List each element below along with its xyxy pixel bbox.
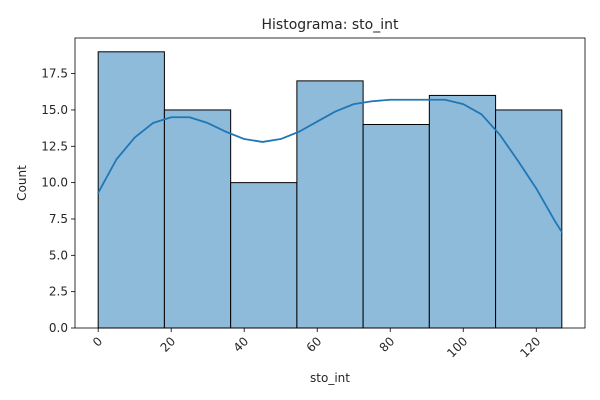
histogram-bar bbox=[296, 80, 364, 329]
kde-group bbox=[97, 98, 563, 233]
x-tick-label: 60 bbox=[304, 334, 325, 355]
histogram-bar bbox=[97, 51, 165, 329]
x-tick-label: 100 bbox=[444, 334, 470, 360]
x-tick-label: 40 bbox=[231, 334, 252, 355]
y-tick-label: 0.0 bbox=[49, 321, 68, 335]
x-tick-label: 0 bbox=[90, 334, 105, 349]
y-tick-label: 17.5 bbox=[41, 67, 68, 81]
x-axis-label: sto_int bbox=[310, 371, 350, 385]
histogram-bar bbox=[362, 123, 430, 329]
y-axis-ticks: 0.0 2.5 5.0 7.5 10.0 12.5 15.0 17.5 bbox=[41, 67, 75, 335]
histogram-bar bbox=[428, 94, 497, 329]
histogram-bar bbox=[230, 182, 298, 329]
histogram-bar bbox=[495, 109, 563, 329]
bars-group bbox=[97, 51, 563, 329]
x-tick-label: 120 bbox=[517, 334, 543, 360]
y-axis-label: Count bbox=[15, 165, 29, 201]
kde-line bbox=[97, 98, 563, 233]
y-tick-label: 5.0 bbox=[49, 248, 68, 262]
y-tick-label: 15.0 bbox=[41, 103, 68, 117]
y-tick-label: 7.5 bbox=[49, 212, 68, 226]
y-tick-label: 2.5 bbox=[49, 285, 68, 299]
histogram-bar bbox=[163, 109, 232, 329]
chart-title: Histograma: sto_int bbox=[262, 17, 399, 33]
y-tick-label: 10.0 bbox=[41, 176, 68, 190]
x-tick-label: 20 bbox=[158, 334, 179, 355]
y-tick-label: 12.5 bbox=[41, 139, 68, 153]
x-axis-ticks: 0 20 40 60 80 100 120 bbox=[90, 328, 543, 360]
x-tick-label: 80 bbox=[377, 334, 398, 355]
